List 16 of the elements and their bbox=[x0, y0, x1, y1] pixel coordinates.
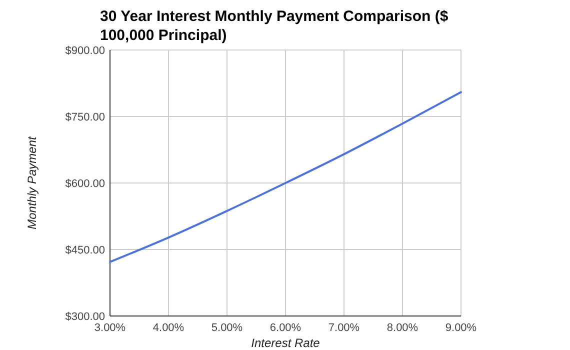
y-tick-label: $300.00 bbox=[65, 310, 105, 323]
x-tick-label: 5.00% bbox=[211, 322, 243, 334]
x-axis-title: Interest Rate bbox=[251, 336, 320, 350]
x-tick-label: 6.00% bbox=[270, 322, 302, 334]
x-tick-label: 8.00% bbox=[386, 322, 418, 334]
x-tick-label: 9.00% bbox=[445, 322, 477, 334]
x-tick-label: 4.00% bbox=[152, 322, 184, 334]
y-axis-title: Monthly Payment bbox=[25, 136, 39, 230]
x-tick-label: 3.00% bbox=[94, 322, 126, 334]
y-tick-label: $450.00 bbox=[65, 244, 105, 256]
line-series bbox=[109, 91, 462, 263]
y-tick-label: $600.00 bbox=[65, 178, 105, 190]
y-tick-label: $750.00 bbox=[65, 111, 105, 124]
y-tick-label: $900.00 bbox=[65, 44, 105, 57]
chart-title: 30 Year Interest Monthly Payment Comparison ($ 100,000 Principal) bbox=[100, 8, 449, 44]
x-tick-label: 7.00% bbox=[328, 322, 360, 334]
